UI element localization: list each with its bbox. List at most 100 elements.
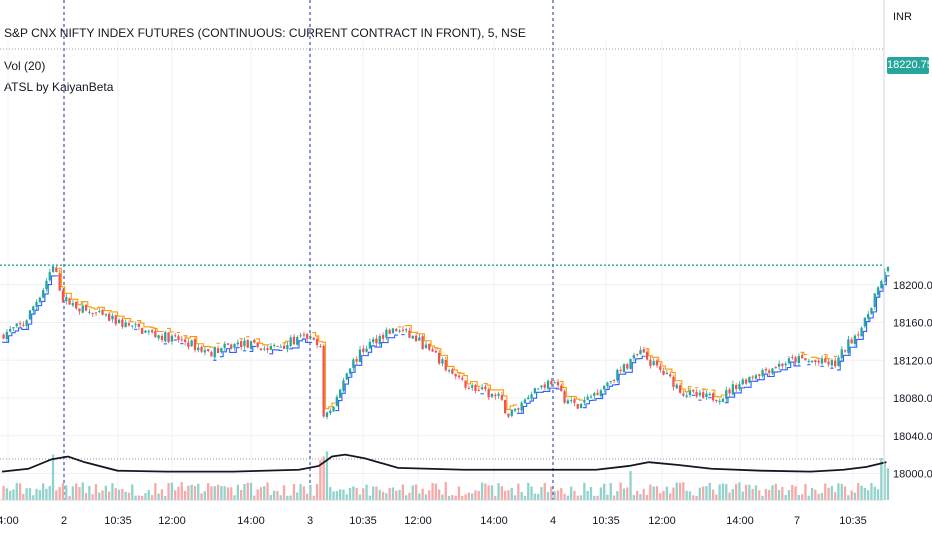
volume-bar <box>672 487 675 500</box>
candle-body <box>863 317 866 327</box>
atsl-line <box>256 338 270 346</box>
volume-bar <box>754 485 758 500</box>
candle-body <box>187 342 190 347</box>
candle-body <box>761 370 764 376</box>
volume-bar <box>837 483 840 500</box>
candle-body <box>454 373 457 377</box>
atsl-line <box>483 382 517 410</box>
volume-bar <box>256 489 259 500</box>
volume-bar <box>876 489 880 500</box>
y-tick-label: 18200.00 <box>893 280 932 292</box>
volume-bar <box>886 468 890 500</box>
candle-body <box>348 368 352 374</box>
volume-bar <box>226 487 230 500</box>
volume-bar <box>177 486 180 500</box>
volume-bar <box>12 489 15 500</box>
candle-body <box>840 349 843 359</box>
volume-bar <box>144 493 147 500</box>
volume-bar <box>626 487 629 500</box>
atsl-line <box>2 275 59 343</box>
candle-body <box>302 334 305 336</box>
candle-body <box>530 394 533 399</box>
atsl-line <box>823 354 831 360</box>
candle-body <box>665 372 668 375</box>
volume-bar <box>804 483 807 500</box>
atsl-line <box>810 356 821 359</box>
volume-bar <box>312 495 315 500</box>
candle-body <box>259 348 263 351</box>
volume-bar <box>454 495 457 500</box>
candle-body <box>622 364 626 372</box>
candle-body <box>880 280 883 289</box>
volume-bar <box>708 482 711 500</box>
candle-body <box>75 302 78 309</box>
candle-body <box>32 306 35 311</box>
volume-bar <box>292 483 296 500</box>
volume-bar <box>771 485 774 500</box>
atsl-line <box>282 340 290 344</box>
volume-bar <box>51 454 55 500</box>
candle-body <box>68 298 71 305</box>
candle-body <box>784 363 787 366</box>
atsl-line <box>559 380 583 401</box>
volume-bar <box>537 493 540 500</box>
candle-body <box>25 320 28 326</box>
volume-bar <box>527 482 530 500</box>
atsl-line <box>312 332 336 410</box>
x-tick-label: 12:00 <box>648 515 676 527</box>
candle-body <box>58 273 61 291</box>
volume-bar <box>563 493 566 500</box>
candle-body <box>160 335 164 341</box>
volume-bar <box>381 491 385 500</box>
candle-body <box>203 350 206 353</box>
candle-body <box>804 358 807 361</box>
volume-bar <box>744 484 748 500</box>
candle-body <box>645 351 649 360</box>
candle-body <box>342 380 345 391</box>
volume-bar <box>101 490 104 500</box>
volume-bar <box>200 493 203 500</box>
candle-body <box>576 404 579 409</box>
candle-body <box>834 360 837 367</box>
candle-body <box>685 395 688 397</box>
candle-body <box>596 392 599 395</box>
candle-body <box>810 361 814 363</box>
atsl-legend[interactable]: ATSL by KaiyanBeta <box>4 80 114 94</box>
volume-bar <box>131 484 134 500</box>
candle-body <box>289 337 292 346</box>
candle-body <box>477 389 480 391</box>
volume-bar <box>408 492 411 500</box>
volume-bar <box>405 495 408 500</box>
candle-body <box>886 267 890 272</box>
volume-bar <box>484 483 487 500</box>
volume-bar <box>523 495 527 500</box>
volume-bar <box>9 490 12 500</box>
volume-bar <box>870 483 873 500</box>
candle-body <box>375 338 378 344</box>
candle-body <box>642 349 645 353</box>
x-tick-label: 12:00 <box>158 515 186 527</box>
candle-body <box>579 403 583 409</box>
volume-bar <box>860 485 863 500</box>
candle-body <box>210 352 213 357</box>
candle-body <box>395 328 398 332</box>
volume-bar <box>636 490 639 500</box>
candle-body <box>870 308 873 314</box>
candle-body <box>233 343 236 348</box>
candle-body <box>249 341 253 349</box>
volume-bar <box>817 493 820 500</box>
candle-body <box>678 385 682 393</box>
candle-body <box>543 384 546 388</box>
volume-legend[interactable]: Vol (20) <box>4 59 46 73</box>
volume-bar <box>490 485 494 500</box>
volume-bar <box>659 493 662 500</box>
candle-body <box>335 396 338 406</box>
candle-body <box>857 334 860 336</box>
volume-bar <box>124 491 127 500</box>
volume-bar <box>22 493 25 500</box>
volume-bar <box>801 494 804 500</box>
volume-bar <box>622 488 626 500</box>
candle-body <box>434 351 437 353</box>
candle-body <box>94 312 98 314</box>
